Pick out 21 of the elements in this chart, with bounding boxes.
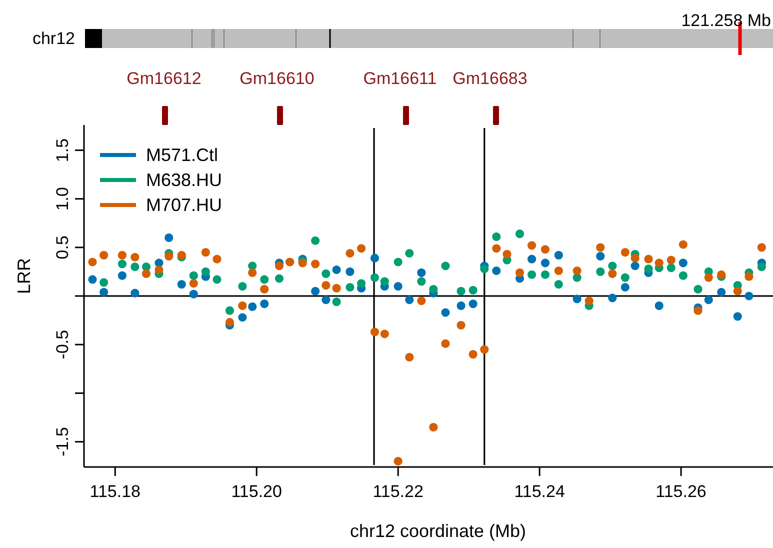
x-axis-title: chr12 coordinate (Mb) <box>350 521 526 541</box>
y-tick-label: -0.5 <box>53 330 72 360</box>
y-axis-title: LRR <box>14 258 34 294</box>
x-tick-label: 115.22 <box>372 482 424 501</box>
text: chr12 <box>32 29 75 48</box>
legend-label: M571.Ctl <box>146 145 218 165</box>
text: Gm16611 <box>363 69 437 88</box>
x-tick-label: 115.24 <box>514 482 565 501</box>
y-tick-label: -1.5 <box>53 427 72 456</box>
x-tick-label: 115.18 <box>90 482 140 501</box>
text: 121.258 Mb <box>681 11 771 30</box>
legend-label: M638.HU <box>146 170 222 190</box>
y-tick-label: 1.5 <box>53 138 72 162</box>
x-tick-label: 115.26 <box>656 482 706 501</box>
legend-label: M707.HU <box>146 195 222 215</box>
text: Gm16683 <box>452 69 528 88</box>
text: Gm16610 <box>240 69 314 88</box>
y-tick-label: 0.5 <box>53 236 72 260</box>
x-tick-label: 115.20 <box>231 482 282 501</box>
y-tick-label: 1.0 <box>53 187 72 211</box>
text: Gm16612 <box>126 69 202 88</box>
